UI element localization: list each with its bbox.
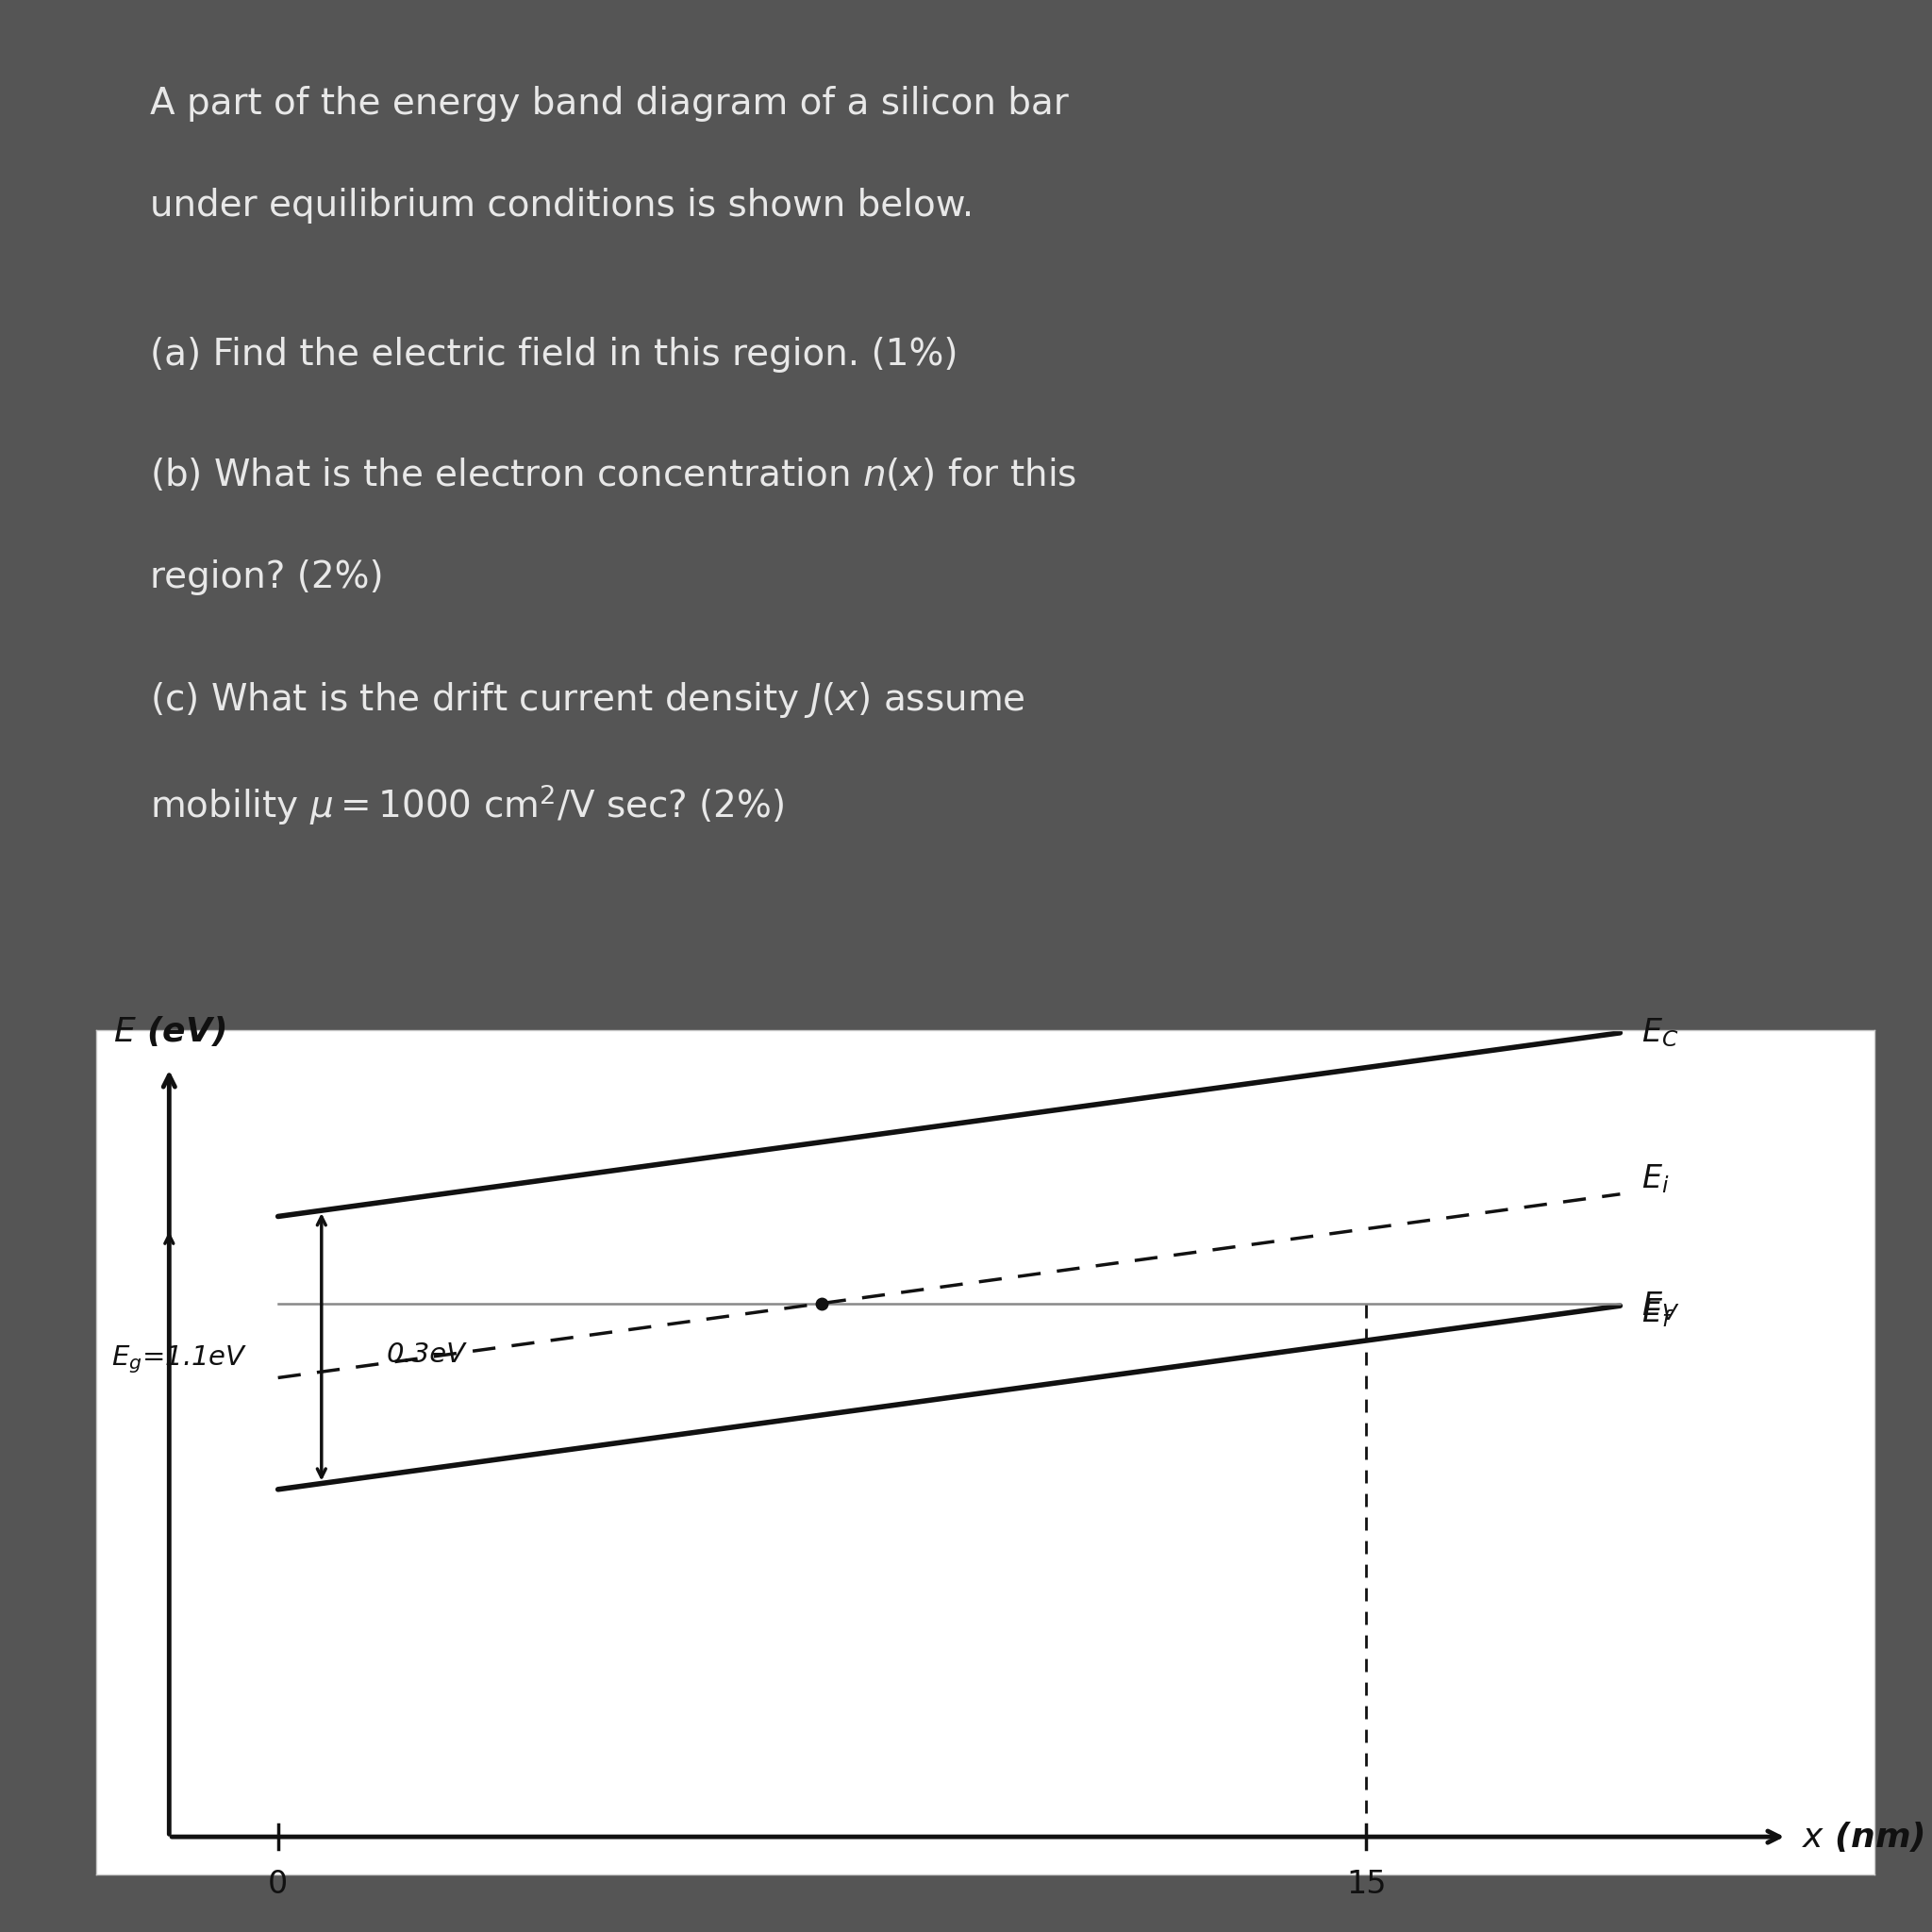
Text: $x$ (nm): $x$ (nm) — [1801, 1820, 1924, 1855]
Text: $E$ (eV): $E$ (eV) — [112, 1014, 226, 1047]
Text: 0: 0 — [269, 1868, 288, 1901]
Text: (a) Find the electric field in this region. (1%): (a) Find the electric field in this regi… — [151, 336, 958, 373]
Text: $E_V$: $E_V$ — [1642, 1289, 1681, 1321]
Text: mobility $\mu = 1000$ cm$^2$/V sec? (2%): mobility $\mu = 1000$ cm$^2$/V sec? (2%) — [151, 782, 784, 827]
Text: A part of the energy band diagram of a silicon bar: A part of the energy band diagram of a s… — [151, 85, 1068, 122]
Text: (b) What is the electron concentration $n(x)$ for this: (b) What is the electron concentration $… — [151, 458, 1076, 495]
Text: $E_f$: $E_f$ — [1642, 1296, 1675, 1329]
Text: $E_g$=1.1eV: $E_g$=1.1eV — [112, 1343, 247, 1376]
Text: region? (2%): region? (2%) — [151, 558, 384, 595]
Text: $E_i$: $E_i$ — [1642, 1163, 1669, 1196]
Text: 0.3eV: 0.3eV — [386, 1341, 466, 1368]
Text: under equilibrium conditions is shown below.: under equilibrium conditions is shown be… — [151, 187, 974, 224]
Text: $E_C$: $E_C$ — [1642, 1016, 1679, 1049]
Text: 15: 15 — [1347, 1868, 1387, 1901]
Text: (c) What is the drift current density $J(x)$ assume: (c) What is the drift current density $J… — [151, 680, 1026, 719]
